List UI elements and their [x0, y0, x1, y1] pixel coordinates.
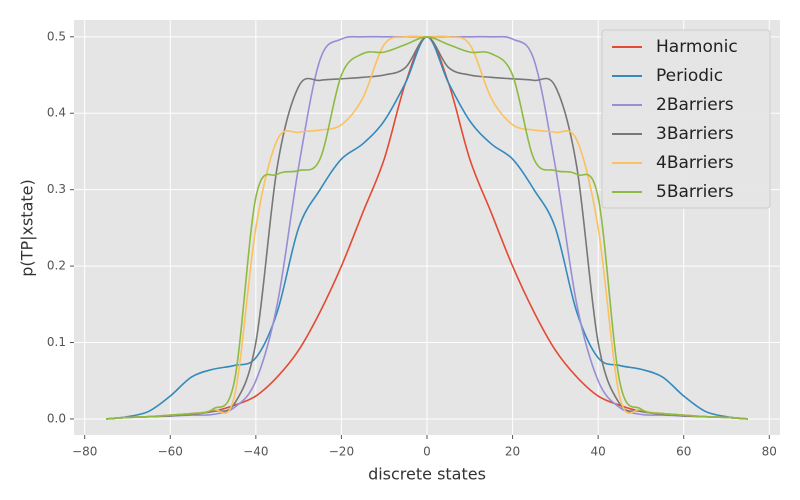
legend-label: Periodic [656, 66, 723, 86]
legend-label: 2Barriers [656, 95, 734, 115]
legend-box [601, 29, 771, 209]
x-tick-label: −80 [72, 445, 97, 459]
x-axis-label: discrete states [368, 465, 486, 484]
legend-label: 4Barriers [656, 153, 734, 173]
x-tick-label: 60 [676, 445, 691, 459]
x-tick-label: 20 [505, 445, 520, 459]
y-tick-label: 0.2 [47, 259, 66, 273]
x-tick-label: −40 [243, 445, 268, 459]
y-axis-label: p(TP|xstate) [18, 179, 37, 276]
legend-label: 5Barriers [656, 182, 734, 202]
y-tick-label: 0.5 [47, 29, 66, 43]
x-tick-label: −20 [329, 445, 354, 459]
y-tick-label: 0.0 [47, 411, 66, 425]
legend-label: Harmonic [656, 37, 738, 57]
legend-label: 3Barriers [656, 124, 734, 144]
x-tick-label: 80 [762, 445, 777, 459]
x-tick-label: −60 [158, 445, 183, 459]
series-line [106, 36, 748, 420]
x-tick-label: 40 [591, 445, 606, 459]
y-tick-label: 0.3 [47, 182, 66, 196]
y-tick-label: 0.4 [47, 106, 66, 120]
x-tick-label: 0 [423, 445, 431, 459]
y-tick-label: 0.1 [47, 335, 66, 349]
